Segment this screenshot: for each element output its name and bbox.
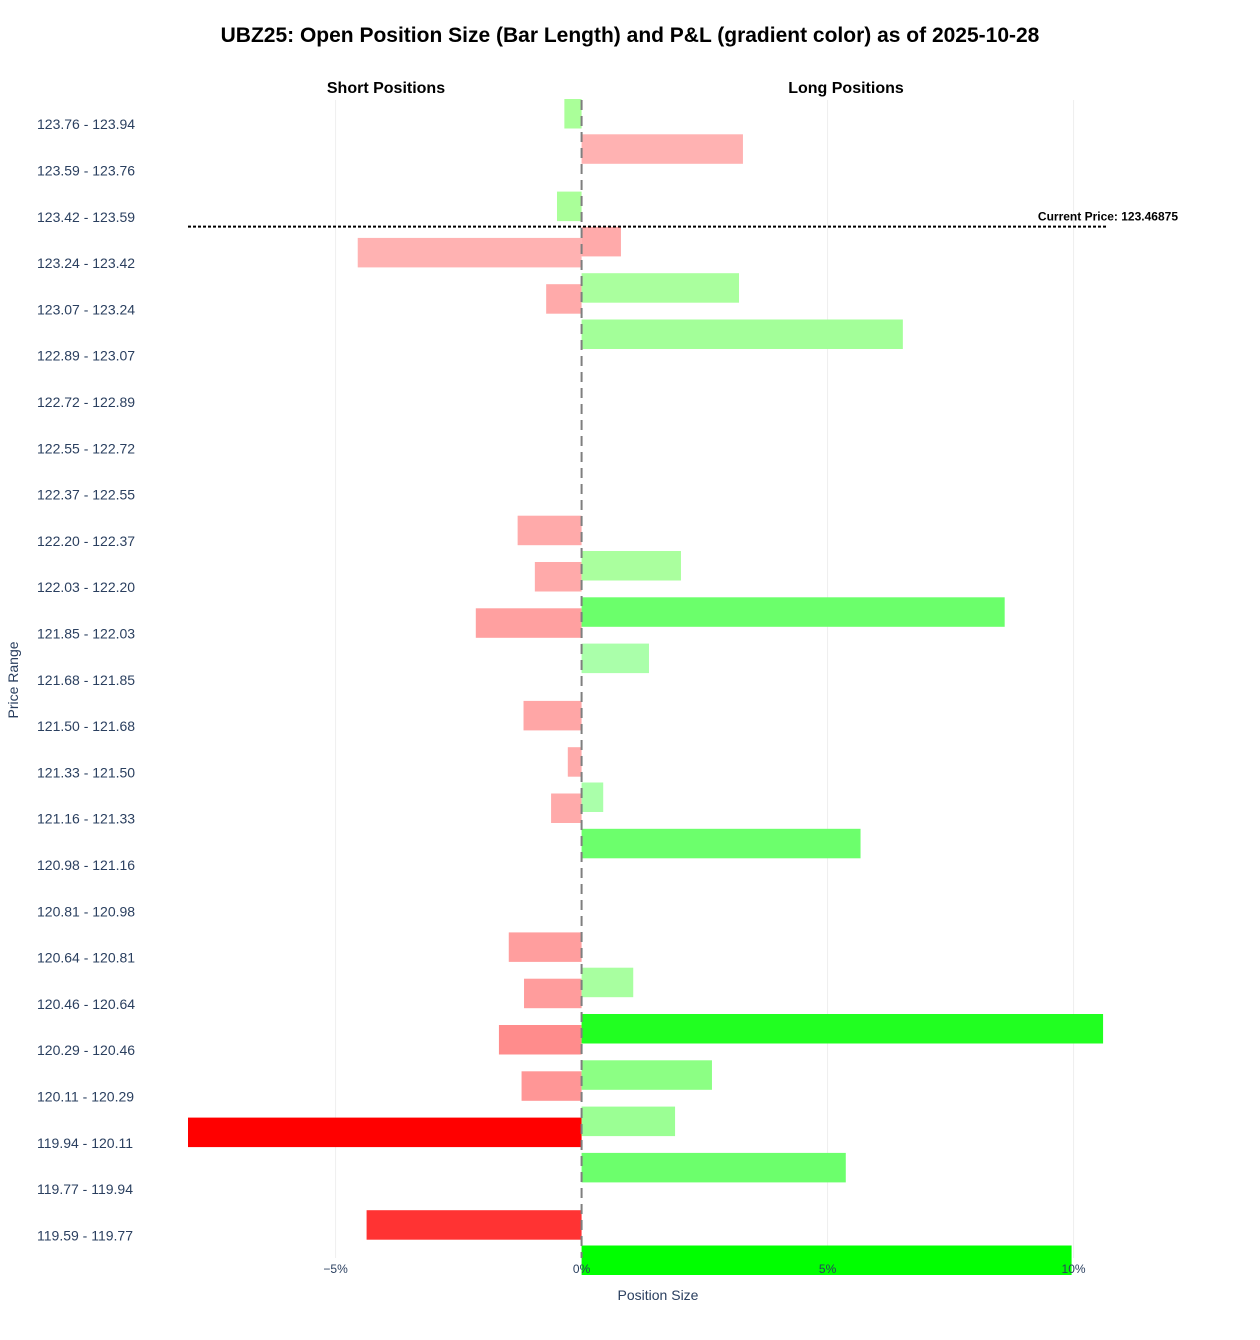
long-position-bar bbox=[581, 597, 1005, 627]
bars bbox=[188, 99, 1104, 1275]
y-category-label: 123.42 - 123.59 bbox=[37, 209, 135, 225]
y-category-label: 123.59 - 123.76 bbox=[37, 162, 135, 178]
y-category-label: 121.16 - 121.33 bbox=[37, 811, 135, 827]
short-position-bar bbox=[517, 515, 582, 546]
short-position-bar bbox=[534, 562, 582, 592]
y-category-label: 120.11 - 120.29 bbox=[37, 1088, 134, 1104]
y-category-label: 122.03 - 122.20 bbox=[37, 579, 135, 595]
x-tick-label: 5% bbox=[819, 1262, 837, 1276]
short-position-bar bbox=[508, 932, 582, 962]
y-category-label: 123.24 - 123.42 bbox=[37, 255, 135, 271]
y-category-label: 119.94 - 120.11 bbox=[37, 1135, 133, 1151]
y-category-label: 120.64 - 120.81 bbox=[37, 950, 135, 966]
category-labels: 123.76 - 123.94 123.59 - 123.76 123.42 - 1… bbox=[37, 116, 135, 1243]
short-position-bar bbox=[521, 1071, 582, 1101]
y-category-label: 123.76 - 123.94 bbox=[37, 116, 135, 132]
x-tick-label: 0% bbox=[573, 1262, 591, 1276]
short-position-bar bbox=[551, 793, 582, 823]
y-category-label: 121.85 - 122.03 bbox=[37, 625, 135, 641]
long-position-bar bbox=[581, 782, 604, 812]
y-category-label: 122.20 - 122.37 bbox=[37, 533, 135, 549]
y-category-label: 122.72 - 122.89 bbox=[37, 394, 135, 410]
short-position-bar bbox=[475, 608, 582, 638]
y-category-label: 121.68 - 121.85 bbox=[37, 672, 135, 688]
x-tick-label: 10% bbox=[1062, 1262, 1086, 1276]
long-position-bar bbox=[581, 551, 681, 581]
x-axis-title: Position Size bbox=[618, 1287, 699, 1303]
short-position-bar bbox=[567, 747, 582, 777]
y-category-label: 122.55 - 122.72 bbox=[37, 440, 135, 456]
long-position-bar bbox=[581, 643, 649, 674]
y-category-label: 120.29 - 120.46 bbox=[37, 1042, 135, 1058]
current-price-label: Current Price: 123.46875 bbox=[1038, 210, 1178, 224]
y-category-label: 120.98 - 121.16 bbox=[37, 857, 135, 873]
grid-lines bbox=[335, 100, 1075, 1258]
short-position-bar bbox=[498, 1025, 582, 1055]
chart-title: UBZ25: Open Position Size (Bar Length) a… bbox=[221, 24, 1040, 47]
long-position-bar bbox=[581, 1014, 1104, 1044]
y-category-label: 120.46 - 120.64 bbox=[37, 996, 135, 1012]
short-position-bar bbox=[188, 1117, 582, 1148]
y-category-label: 119.59 - 119.77 bbox=[37, 1227, 133, 1243]
y-axis-title: Price Range bbox=[5, 641, 21, 718]
long-positions-label: Long Positions bbox=[788, 80, 904, 97]
long-position-bar bbox=[581, 967, 634, 998]
short-positions-label: Short Positions bbox=[327, 80, 445, 97]
long-position-bar bbox=[581, 1152, 846, 1183]
short-position-bar bbox=[357, 237, 582, 268]
y-category-label: 123.07 - 123.24 bbox=[37, 301, 135, 317]
x-tick-label: −5% bbox=[323, 1262, 348, 1276]
long-position-bar bbox=[581, 1245, 1072, 1275]
long-position-bar bbox=[581, 273, 740, 303]
y-category-label: 119.77 - 119.94 bbox=[37, 1181, 133, 1197]
y-category-label: 122.37 - 122.55 bbox=[37, 487, 135, 503]
short-position-bar bbox=[366, 1210, 582, 1240]
y-category-label: 121.50 - 121.68 bbox=[37, 718, 135, 734]
short-position-bar bbox=[564, 99, 582, 129]
long-position-bar bbox=[581, 1060, 712, 1090]
short-position-bar bbox=[524, 978, 582, 1009]
long-position-bar bbox=[581, 134, 743, 164]
short-position-bar bbox=[546, 284, 582, 314]
short-position-bar bbox=[523, 700, 582, 731]
long-position-bar bbox=[581, 226, 621, 257]
y-category-label: 120.81 - 120.98 bbox=[37, 903, 135, 919]
y-category-label: 121.33 - 121.50 bbox=[37, 764, 135, 780]
long-position-bar bbox=[581, 319, 903, 349]
short-position-bar bbox=[556, 191, 582, 222]
x-tick-labels: −5% 0% 5% 10% bbox=[323, 1262, 1085, 1276]
long-position-bar bbox=[581, 1106, 676, 1137]
y-category-label: 122.89 - 123.07 bbox=[37, 348, 135, 364]
current-price-marker: Current Price: 123.46875 bbox=[188, 210, 1178, 228]
long-position-bar bbox=[581, 828, 861, 859]
